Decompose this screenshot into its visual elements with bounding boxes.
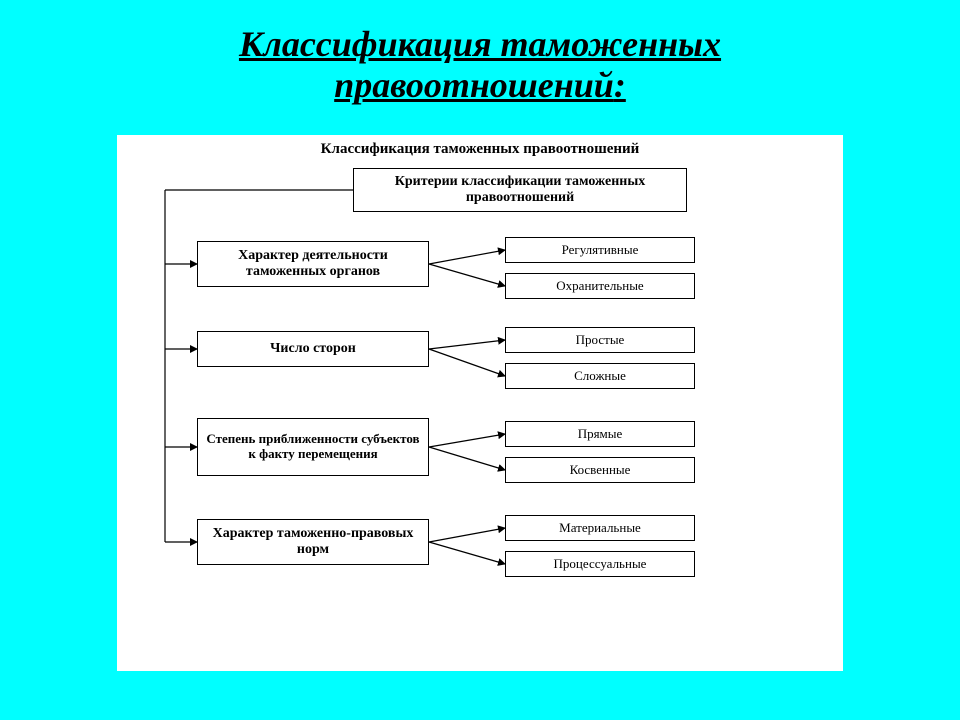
title-suffix: : [614, 65, 626, 105]
page: Классификация таможенных правоотношений:… [0, 0, 960, 720]
root-box: Критерии классификации таможенных правоо… [353, 168, 687, 212]
value-box-4: Прямые [505, 421, 695, 447]
value-box-2: Простые [505, 327, 695, 353]
title-line1: Классификация таможенных [239, 24, 721, 64]
criterion-box-1: Число сторон [197, 331, 429, 367]
value-box-0: Регулятивные [505, 237, 695, 263]
title-line2: правоотношений [334, 65, 614, 105]
value-box-1: Охранительные [505, 273, 695, 299]
page-title: Классификация таможенных правоотношений: [0, 24, 960, 107]
diagram-panel: Классификация таможенных правоотношений … [117, 135, 843, 671]
value-box-7: Процессуальные [505, 551, 695, 577]
value-box-5: Косвенные [505, 457, 695, 483]
criterion-box-0: Характер деятельности таможенных органов [197, 241, 429, 287]
criterion-box-2: Степень приближенности субъектов к факту… [197, 418, 429, 476]
arrows-svg [117, 135, 843, 671]
diagram-inner-title: Классификация таможенных правоотношений [117, 141, 843, 158]
criterion-box-3: Характер таможенно-правовых норм [197, 519, 429, 565]
value-box-6: Материальные [505, 515, 695, 541]
value-box-3: Сложные [505, 363, 695, 389]
